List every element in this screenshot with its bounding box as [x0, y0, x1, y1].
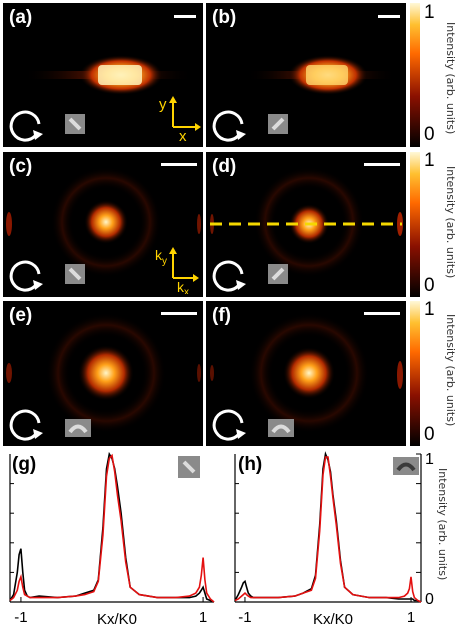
circular-polarization-icon	[9, 260, 43, 292]
x-tick-label: 1	[199, 609, 207, 626]
colorbar-min-label: 0	[424, 424, 435, 445]
x-axis-label: Kx/K0	[313, 611, 353, 628]
x-tick-label: -1	[238, 609, 251, 626]
series-line-1	[234, 456, 422, 603]
x-tick-label: -1	[14, 609, 27, 626]
circular-polarization-icon	[212, 409, 246, 441]
xy-axis-indicator: y x	[159, 96, 201, 141]
scale-bar	[364, 312, 400, 315]
panel-e: (e)	[3, 301, 203, 446]
nanorod-bent-inset-icon	[393, 457, 419, 475]
colorbar-max-label: 1	[424, 299, 435, 320]
panel-label: (e)	[9, 305, 33, 326]
circular-polarization-icon	[9, 409, 43, 441]
colorbar	[410, 3, 420, 147]
colorbar	[410, 301, 420, 446]
panel-label: (f)	[212, 305, 231, 326]
x-axis-label: x	[179, 128, 187, 141]
nanorod-inset-icon	[65, 114, 85, 134]
panel-a: (a) y x	[3, 3, 203, 147]
scale-bar	[364, 163, 400, 166]
nanorod-bent-inset-icon	[65, 419, 91, 437]
colorbar-max-label: 1	[424, 150, 435, 171]
circular-polarization-icon	[212, 260, 246, 292]
ky-label: ky	[155, 247, 167, 267]
colorbar-title: Intensity (arb. units)	[444, 166, 457, 279]
colorbar-title: Intensity (arb. units)	[444, 314, 457, 427]
panel-d: (d)	[206, 152, 406, 297]
panel-b: (b)	[206, 3, 406, 147]
panel-a-image	[23, 55, 193, 95]
nanorod-inset-icon	[178, 456, 200, 478]
panel-c: (c) ky kx	[3, 152, 203, 297]
series-line-0	[234, 451, 422, 603]
panel-label: (c)	[9, 156, 33, 177]
scale-bar	[161, 163, 197, 166]
scale-bar	[378, 15, 400, 18]
circular-polarization-icon	[9, 110, 43, 142]
panel-label: (h)	[238, 454, 263, 475]
panel-f: (f)	[206, 301, 406, 446]
colorbar-min-label: 0	[424, 124, 435, 145]
colorbar-title: Intensity (arb. units)	[444, 22, 457, 135]
scale-bar	[161, 312, 197, 315]
panel-b-image	[246, 55, 396, 95]
nanorod-inset-icon	[65, 264, 85, 284]
panel-c-image	[6, 167, 201, 277]
y-axis-label: Intensity (arb. units)	[436, 468, 449, 580]
k-axis-indicator: ky kx	[155, 247, 199, 294]
series-line-1	[9, 453, 215, 603]
y-tick-label: 1	[425, 451, 434, 468]
y-tick-label: 0	[425, 591, 434, 608]
y-axis-label: y	[159, 96, 167, 113]
panel-d-image	[210, 167, 403, 277]
kx-label: kx	[177, 279, 189, 294]
circular-polarization-icon	[212, 110, 246, 142]
colorbar	[410, 152, 420, 297]
panel-label: (a)	[9, 7, 33, 28]
colorbar-max-label: 1	[424, 2, 435, 23]
panel-label: (d)	[212, 156, 237, 177]
nanorod-inset-icon	[268, 264, 288, 284]
x-tick-label: 1	[407, 609, 415, 626]
panel-label: (b)	[212, 7, 237, 28]
nanorod-inset-icon	[268, 114, 288, 134]
x-axis-label: Kx/K0	[97, 611, 137, 628]
panel-e-image	[6, 313, 201, 433]
chart-g: -1 1 Kx/K0	[9, 451, 215, 628]
panel-f-image	[210, 313, 403, 433]
colorbar-min-label: 0	[424, 275, 435, 296]
panel-label: (g)	[12, 454, 37, 475]
nanorod-bent-inset-icon	[268, 419, 294, 437]
scale-bar	[174, 15, 196, 18]
